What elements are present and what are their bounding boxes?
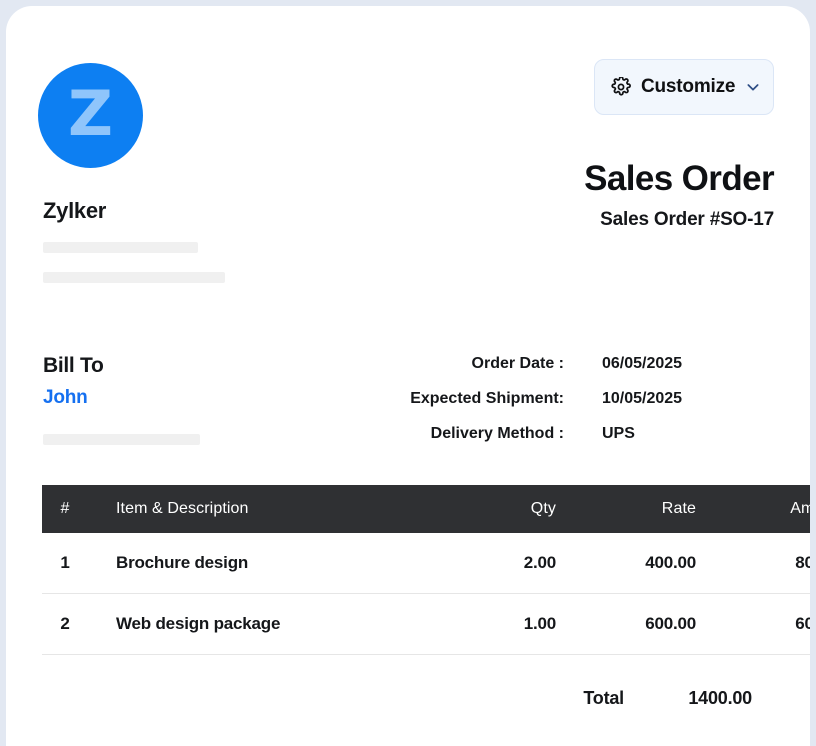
table-header-row: # Item & Description Qty Rate Amount	[42, 485, 810, 533]
row-amount: 800.00	[718, 533, 810, 594]
logo-letter: Z	[68, 76, 113, 150]
table-body: 1 Brochure design 2.00 400.00 800.00 2 W…	[42, 533, 810, 655]
expected-shipment-label: Expected Shipment:	[410, 390, 564, 407]
column-header-amount: Amount	[718, 485, 810, 533]
address-placeholder-line-1	[43, 242, 198, 253]
row-desc: Web design package	[88, 593, 446, 655]
table-row: 2 Web design package 1.00 600.00 600.00	[42, 593, 810, 655]
delivery-method-value: UPS	[602, 425, 635, 442]
meta-row-delivery-method: Delivery Method : UPS	[344, 425, 774, 460]
company-logo: Z	[38, 63, 143, 168]
meta-row-order-date: Order Date : 06/05/2025	[344, 355, 774, 390]
bill-to-label: Bill To	[43, 354, 104, 377]
gear-icon	[611, 76, 631, 97]
total-row: Total 1400.00	[42, 688, 774, 709]
total-value: 1400.00	[688, 688, 752, 708]
meta-row-expected-shipment: Expected Shipment: 10/05/2025	[344, 390, 774, 425]
customize-label: Customize	[641, 76, 736, 97]
chevron-down-icon	[745, 79, 761, 95]
row-num: 1	[42, 533, 88, 594]
bill-to-customer-link[interactable]: John	[43, 387, 88, 408]
table-row: 1 Brochure design 2.00 400.00 800.00	[42, 533, 810, 594]
column-header-rate: Rate	[578, 485, 718, 533]
bill-to-placeholder-line	[43, 434, 200, 445]
row-rate: 400.00	[578, 533, 718, 594]
expected-shipment-value: 10/05/2025	[602, 390, 683, 407]
column-header-num: #	[42, 485, 88, 533]
address-placeholder-line-2	[43, 272, 225, 283]
column-header-qty: Qty	[446, 485, 578, 533]
row-qty: 1.00	[446, 593, 578, 655]
row-desc: Brochure design	[88, 533, 446, 594]
row-amount: 600.00	[718, 593, 810, 655]
line-items-table: # Item & Description Qty Rate Amount 1 B…	[42, 485, 810, 655]
order-meta: Order Date : 06/05/2025 Expected Shipmen…	[344, 355, 774, 460]
delivery-method-label: Delivery Method :	[430, 425, 564, 442]
page-title: Sales Order	[584, 159, 775, 198]
row-qty: 2.00	[446, 533, 578, 594]
order-date-value: 06/05/2025	[602, 355, 683, 372]
sales-order-card: Customize Z Zylker Sales Order Sales Ord…	[6, 6, 810, 746]
company-name: Zylker	[43, 198, 107, 223]
table-header: # Item & Description Qty Rate Amount	[42, 485, 810, 533]
document-number: Sales Order #SO-17	[600, 209, 774, 230]
column-header-desc: Item & Description	[88, 485, 446, 533]
order-date-label: Order Date :	[471, 355, 564, 372]
total-label: Total	[583, 688, 624, 708]
customize-button[interactable]: Customize	[594, 59, 774, 115]
row-num: 2	[42, 593, 88, 655]
row-rate: 600.00	[578, 593, 718, 655]
